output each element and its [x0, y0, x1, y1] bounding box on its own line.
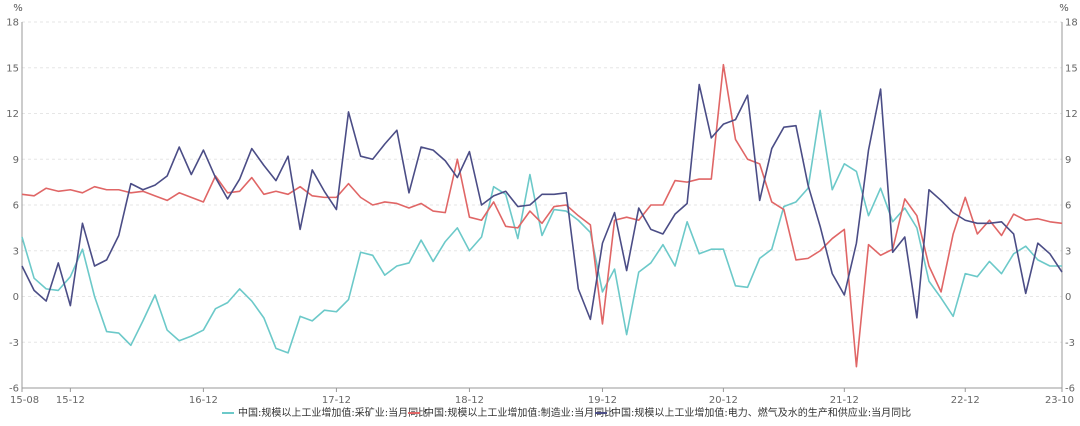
y-tick-label-left: 0: [13, 292, 19, 303]
gridlines: [22, 21, 1062, 389]
y-tick-label-left: 6: [13, 201, 19, 212]
x-tick-label: 19-12: [588, 395, 617, 406]
y-tick-label-left: 18: [6, 18, 19, 29]
x-tick-label: 15-08: [10, 395, 39, 406]
x-tick-label: 23-10: [1045, 395, 1074, 406]
legend-item-3[interactable]: 中国:规模以上工业增加值:电力、燃气及水的生产和供应业:当月同比: [595, 406, 911, 419]
y-tick-label-right: 3: [1065, 246, 1071, 257]
x-tick-label: 18-12: [455, 395, 484, 406]
y-tick-label-right: 9: [1065, 155, 1071, 166]
y-tick-label-right: 6: [1065, 201, 1071, 212]
y-tick-label-right: 0: [1065, 292, 1071, 303]
y-unit-left: %: [13, 3, 23, 14]
y-tick-label-left: 9: [13, 155, 19, 166]
series-line-2: [21, 63, 1063, 368]
y-tick-label-left: 15: [6, 63, 19, 74]
x-tick-label: 21-12: [830, 395, 859, 406]
legend-label: 中国:规模以上工业增加值:电力、燃气及水的生产和供应业:当月同比: [611, 406, 911, 419]
legend-item-1[interactable]: 中国:规模以上工业增加值:采矿业:当月同比: [222, 406, 428, 419]
x-tick-label: 17-12: [322, 395, 351, 406]
x-tick-label: 20-12: [709, 395, 738, 406]
y-tick-label-right: 12: [1065, 109, 1078, 120]
legend[interactable]: 中国:规模以上工业增加值:采矿业:当月同比中国:规模以上工业增加值:制造业:当月…: [222, 406, 911, 419]
legend-label: 中国:规模以上工业增加值:制造业:当月同比: [424, 406, 614, 419]
x-tick-label: 22-12: [951, 395, 980, 406]
y-tick-label-right: 18: [1065, 18, 1078, 29]
x-tick-label: 16-12: [189, 395, 218, 406]
y-tick-label-left: -3: [9, 338, 19, 349]
y-tick-label-right: 15: [1065, 63, 1078, 74]
legend-item-2[interactable]: 中国:规模以上工业增加值:制造业:当月同比: [408, 406, 614, 419]
y-tick-label-left: 3: [13, 246, 19, 257]
y-tick-label-right: -3: [1065, 338, 1075, 349]
y-tick-label-left: -6: [9, 384, 19, 395]
axes: -6 -6 -3 -3 0 0 3 3 6 6 9 9 12 12 15 15 18 18% % 15-08 15-12…: [6, 3, 1077, 406]
series-lines: [21, 63, 1063, 368]
series-line-1: [21, 109, 1062, 354]
x-tick-label: 15-12: [56, 395, 85, 406]
y-tick-label-left: 12: [6, 109, 19, 120]
series-line-3: [21, 83, 1063, 321]
y-tick-label-right: -6: [1065, 384, 1075, 395]
legend-label: 中国:规模以上工业增加值:采矿业:当月同比: [238, 406, 428, 419]
y-unit-right: %: [1059, 3, 1069, 14]
